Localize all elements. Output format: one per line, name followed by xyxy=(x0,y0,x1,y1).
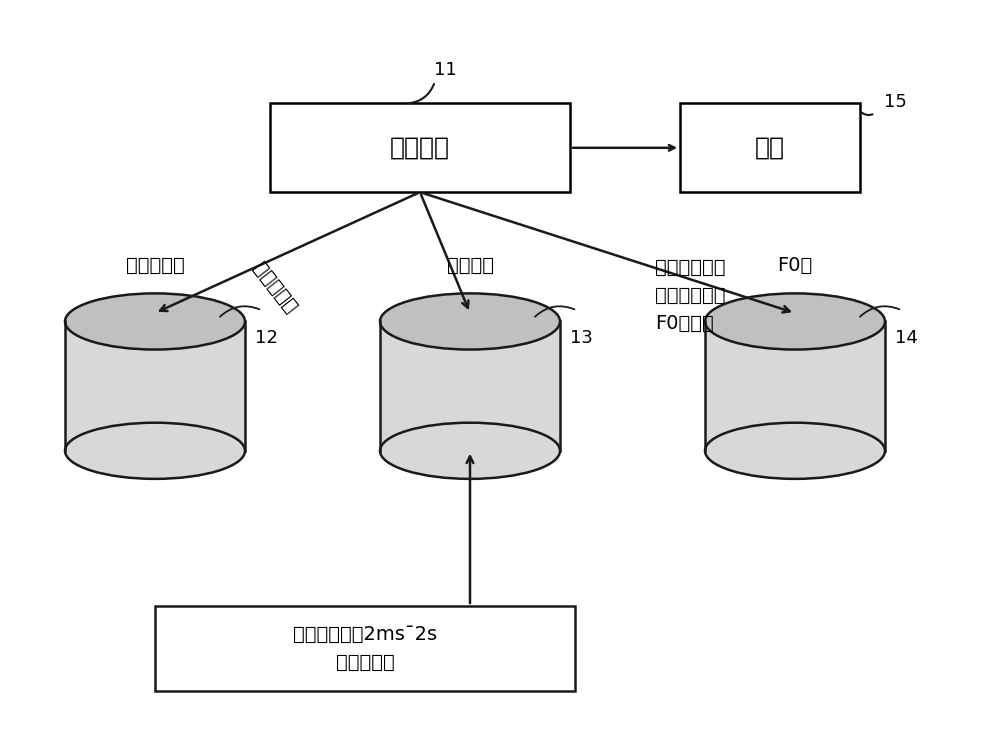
Text: 当主数据库宕
机时，切换到
F0库写入: 当主数据库宕 机时，切换到 F0库写入 xyxy=(655,258,726,333)
Text: 11: 11 xyxy=(434,61,456,79)
Bar xyxy=(155,606,575,691)
Ellipse shape xyxy=(380,293,560,350)
Text: 15: 15 xyxy=(884,93,906,111)
Polygon shape xyxy=(65,321,245,451)
Ellipse shape xyxy=(380,423,560,479)
Polygon shape xyxy=(705,321,885,451)
Text: 业务写请求: 业务写请求 xyxy=(249,259,301,317)
Text: 14: 14 xyxy=(895,329,918,347)
Text: 13: 13 xyxy=(570,329,593,347)
Text: 12: 12 xyxy=(255,329,278,347)
Bar xyxy=(270,103,570,192)
Ellipse shape xyxy=(705,293,885,350)
Ellipse shape xyxy=(705,423,885,479)
Text: 主写数据库: 主写数据库 xyxy=(126,256,184,275)
Text: 应用系统: 应用系统 xyxy=(390,136,450,160)
Ellipse shape xyxy=(65,423,245,479)
Text: F0库: F0库 xyxy=(777,256,813,275)
Text: 数据同步，有2ms¯2s
的数据延迟: 数据同步，有2ms¯2s 的数据延迟 xyxy=(293,625,437,672)
Text: 读数据库: 读数据库 xyxy=(446,256,494,275)
Text: 缓存: 缓存 xyxy=(755,136,785,160)
Ellipse shape xyxy=(65,293,245,350)
Polygon shape xyxy=(380,321,560,451)
Bar xyxy=(680,103,860,192)
